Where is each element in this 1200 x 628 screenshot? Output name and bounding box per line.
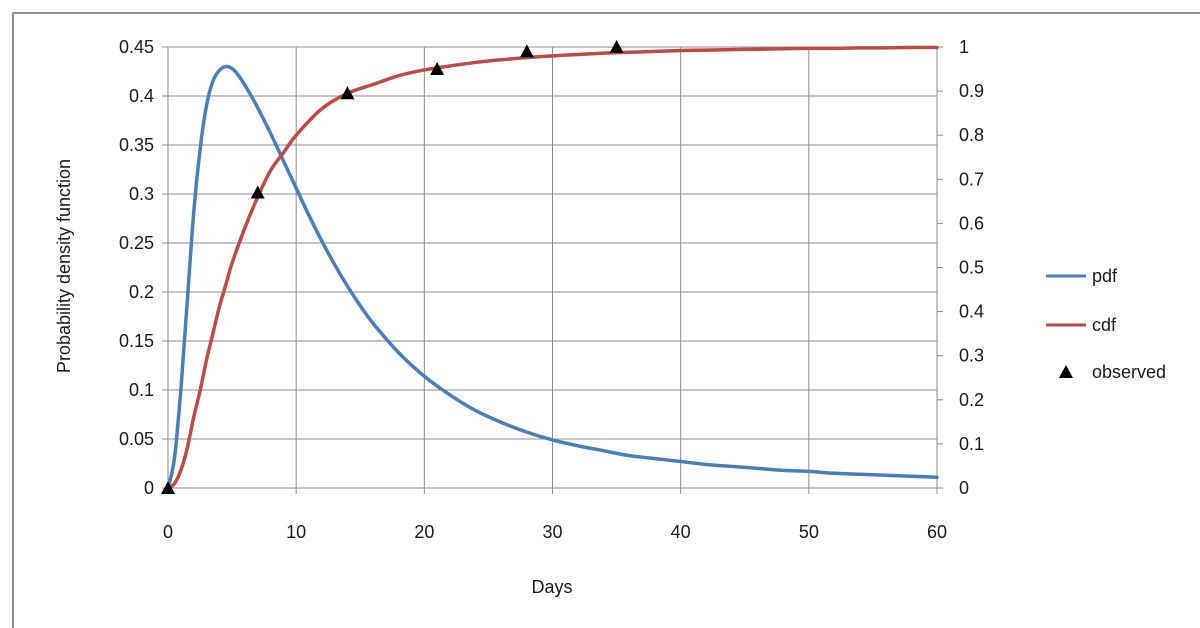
series-layer (166, 45, 939, 490)
right-tick-label: 1 (959, 37, 969, 57)
legend-observed-swatch (1059, 365, 1073, 378)
right-tick-label: 0.6 (959, 213, 984, 233)
legend-pdf-label: pdf (1092, 266, 1118, 286)
left-tick-label: 0.15 (119, 331, 154, 351)
x-tick-label: 30 (542, 522, 562, 542)
observed-markers (161, 40, 624, 494)
legend: pdf cdf observed (1046, 266, 1166, 382)
x-tick-label: 40 (671, 522, 691, 542)
left-tick-label: 0.2 (129, 282, 154, 302)
right-tick-label: 0.2 (959, 390, 984, 410)
observed-point (340, 86, 355, 100)
x-tick-label: 50 (799, 522, 819, 542)
left-tick-label: 0 (144, 478, 154, 498)
left-tick-label: 0.25 (119, 233, 154, 253)
observed-point (430, 62, 445, 76)
right-tick-label: 0.7 (959, 169, 984, 189)
left-tick-label: 0.45 (119, 37, 154, 57)
right-axis-ticks: 0 0.1 0.2 0.3 0.4 0.5 0.6 0.7 0.8 0.9 1 (937, 37, 984, 498)
observed-point (250, 185, 265, 199)
x-tick-label: 10 (286, 522, 306, 542)
x-tick-label: 60 (927, 522, 947, 542)
right-tick-label: 0.4 (959, 302, 984, 322)
legend-cdf-label: cdf (1092, 315, 1117, 335)
right-tick-label: 0.8 (959, 125, 984, 145)
left-tick-label: 0.3 (129, 184, 154, 204)
x-tick-label: 0 (163, 522, 173, 542)
left-tick-label: 0.05 (119, 429, 154, 449)
x-tick-label: 20 (414, 522, 434, 542)
pdf-line (166, 64, 939, 490)
right-tick-label: 0.5 (959, 258, 984, 278)
observed-point (161, 481, 175, 494)
left-axis-ticks: 0 0.05 0.1 0.15 0.2 0.25 0.3 0.35 0.4 0.45 (119, 37, 168, 498)
gridlines (167, 46, 938, 489)
left-tick-label: 0.35 (119, 135, 154, 155)
right-tick-label: 0.1 (959, 434, 984, 454)
y-axis-title: Probability density function (54, 159, 74, 373)
left-tick-label: 0.4 (129, 86, 154, 106)
observed-point (609, 40, 624, 53)
right-tick-label: 0.9 (959, 81, 984, 101)
observed-point (519, 44, 534, 58)
right-tick-label: 0.3 (959, 346, 984, 366)
chart-frame (12, 12, 1200, 628)
x-axis-title: Days (531, 577, 572, 597)
legend-observed-label: observed (1092, 362, 1166, 382)
left-tick-label: 0.1 (129, 380, 154, 400)
cdf-line (166, 45, 939, 490)
x-axis-ticks: 0 10 20 30 40 50 60 (163, 488, 947, 542)
right-tick-label: 0 (959, 478, 969, 498)
